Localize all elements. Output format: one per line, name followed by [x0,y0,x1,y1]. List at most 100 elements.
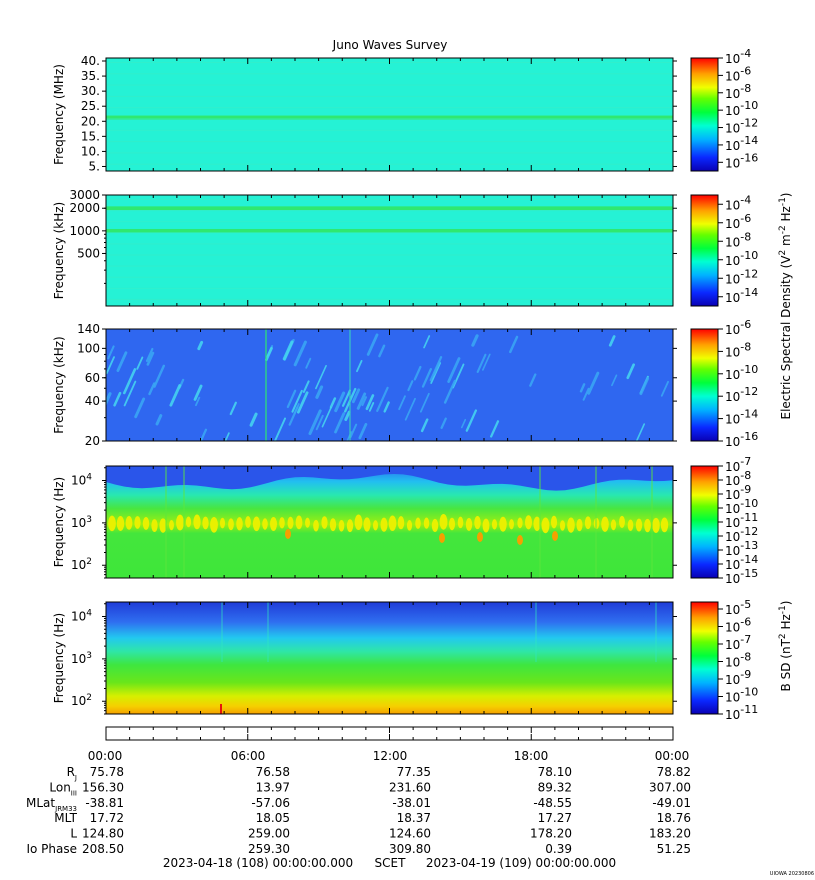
colorbar-gradient [690,194,719,307]
y-tick-label: 103 [71,515,92,530]
ephemeris-value: 17.27 [538,811,572,825]
colorbar-label: B SD (nT2 Hz-1) [778,601,793,692]
colorbar-tick-label: 10-15 [725,567,758,586]
credit-label: UIOWA 20230806 [770,871,814,877]
y-tick-label: 40. [81,54,100,68]
burst-streak [440,417,447,430]
burst-streak [626,363,635,380]
burst-streak [465,409,478,432]
ephemeris-value: 17.72 [90,811,124,825]
colorbar-tick-label: 10-10 [725,497,758,516]
y-tick-label: 103 [71,651,92,666]
y-tick-label: 30. [81,84,100,98]
colorbar-tick-label: 10-8 [725,469,751,488]
ephemeris-label: MLatJRM33 [26,796,77,813]
burst-streak [579,383,586,393]
emission-blob [270,516,277,532]
burst-streak [153,364,166,388]
colorbar-tick-label: 10-11 [725,703,758,722]
colorbar-tick-label: 10-6 [725,616,751,635]
colorbar-tick-label: 10-8 [725,651,751,670]
burst-streak [582,387,590,401]
ephemeris-label: Io Phase [26,842,77,856]
colorbar-tick-label: 10-6 [725,212,751,231]
y-tick-label: 20. [81,114,100,128]
y-axis-label: Frequency (kHz) [52,336,66,433]
burst-streak [490,420,500,438]
emission-blob [338,519,345,532]
colorbar-tick-label: 10-8 [725,340,751,359]
emission-blob [185,516,192,528]
burst-streak [107,345,115,360]
emission-blob [159,518,167,533]
emission-band [106,228,673,233]
ephemeris-value: 309.80 [389,842,431,856]
upper-envelope [106,466,673,491]
burst-streak [315,414,324,431]
y-tick-label: 140 [77,322,100,336]
emission-blob [252,516,261,532]
emission-blob [313,519,319,532]
noise-stripe [106,210,673,212]
burst-streak [321,407,332,428]
ephemeris-value: 75.78 [90,765,124,779]
ephemeris-label: RJ [67,765,77,782]
noise-stripe [106,95,673,97]
colorbar-label: Electric Spectral Density (V2 m-2 Hz-1) [778,192,793,419]
emission-blob [517,517,523,529]
burst-streak [293,403,300,415]
burst-streak [383,401,390,413]
spectrogram-background [106,195,673,306]
burst-streak [273,417,287,441]
burst-streak [398,395,406,411]
emission-blob [373,520,378,531]
time-tick-label: 06:00 [231,749,266,763]
burst-streak [368,402,375,412]
ephemeris-value: 18.37 [397,811,431,825]
emission-blob [601,516,609,532]
burst-streak [293,340,307,367]
emission-blob [193,514,201,530]
ephemeris-label: L [70,827,77,841]
noise-stripe [106,287,673,289]
ephemeris-value: -38.81 [85,796,124,810]
burst-streak [344,410,351,422]
noise-stripe [106,141,673,143]
y-tick-label: 40 [85,394,100,408]
y-tick-label: 3000 [69,188,100,202]
y-tick-label: 25. [81,99,100,113]
burst-streak [639,377,650,396]
emission-blob [287,516,294,529]
y-axis-label: Frequency (Hz) [52,477,66,568]
burst-streak [587,371,600,395]
colorbar-3: 10-6 10-8 10-10 10-12 10-14 10-16 [690,318,758,449]
emission-blob [388,515,397,531]
emission-blob [524,515,533,530]
spectrogram-background [106,329,673,441]
y-tick-label: 1000 [69,224,100,238]
colorbar-tick-label: 10-6 [725,318,751,337]
burst-streak [420,418,429,433]
noise-stripe [106,118,673,120]
colorbar-gradient [690,465,719,579]
emission-blob [619,515,625,528]
y-tick-label: 20 [85,434,100,448]
y-tick-label: 102 [71,557,92,572]
impulse-spike [220,704,222,714]
colorbar-tick-label: 10-11 [725,511,758,530]
emission-blob [279,517,285,529]
ephemeris-value: 77.35 [397,765,431,779]
ephemeris-value: -49.01 [652,796,691,810]
ephemeris-value: -38.01 [392,796,431,810]
ephemeris-value: 231.60 [389,780,431,794]
burst-streak [476,353,487,373]
emission-blob [245,516,251,528]
panel-1: 5.10.15.20.25.30.35.40. Frequency (MHz) [52,54,677,173]
emission-blob [567,517,575,533]
intense-blob [439,533,445,543]
figure-title: Juno Waves Survey [332,38,448,52]
